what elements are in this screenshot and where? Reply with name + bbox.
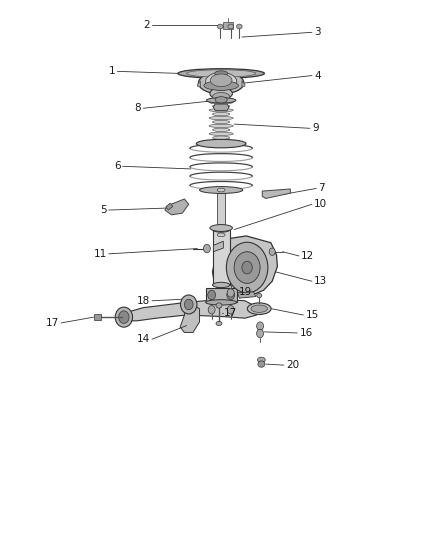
Ellipse shape <box>212 104 230 108</box>
Polygon shape <box>213 104 229 110</box>
Polygon shape <box>262 189 290 198</box>
Ellipse shape <box>212 227 230 232</box>
Circle shape <box>119 311 129 324</box>
Ellipse shape <box>258 361 265 367</box>
Text: 20: 20 <box>286 360 299 370</box>
Text: 3: 3 <box>314 27 321 37</box>
Ellipse shape <box>212 136 230 139</box>
Ellipse shape <box>228 24 233 29</box>
Ellipse shape <box>247 303 271 314</box>
Ellipse shape <box>210 88 233 99</box>
Polygon shape <box>180 302 200 333</box>
Text: 15: 15 <box>305 310 319 320</box>
Text: 19: 19 <box>238 287 252 297</box>
Ellipse shape <box>209 109 233 112</box>
Ellipse shape <box>209 132 233 135</box>
Polygon shape <box>198 81 201 87</box>
Ellipse shape <box>198 72 244 94</box>
Ellipse shape <box>196 140 246 148</box>
Circle shape <box>208 290 215 300</box>
Ellipse shape <box>209 124 233 127</box>
Ellipse shape <box>212 92 230 101</box>
Text: 5: 5 <box>100 205 106 215</box>
Text: 17: 17 <box>224 308 237 318</box>
Circle shape <box>269 248 275 255</box>
Circle shape <box>184 299 193 310</box>
Ellipse shape <box>209 140 233 143</box>
Ellipse shape <box>258 357 265 362</box>
Ellipse shape <box>217 233 225 237</box>
Text: 7: 7 <box>318 183 325 193</box>
Ellipse shape <box>216 303 222 308</box>
Circle shape <box>208 305 215 314</box>
Polygon shape <box>237 292 256 298</box>
Bar <box>223 22 233 29</box>
Circle shape <box>227 289 234 297</box>
Ellipse shape <box>209 101 233 104</box>
Circle shape <box>242 261 252 274</box>
Text: 1: 1 <box>109 66 115 76</box>
Text: 6: 6 <box>114 161 120 171</box>
Text: 9: 9 <box>312 123 318 133</box>
Ellipse shape <box>200 187 243 193</box>
Circle shape <box>227 305 234 314</box>
Ellipse shape <box>205 300 237 305</box>
Circle shape <box>203 244 210 253</box>
Circle shape <box>226 242 268 293</box>
Ellipse shape <box>205 72 237 90</box>
Ellipse shape <box>206 98 236 103</box>
Polygon shape <box>166 203 173 210</box>
Text: 10: 10 <box>314 199 327 209</box>
Ellipse shape <box>257 293 262 297</box>
Ellipse shape <box>212 282 230 288</box>
Ellipse shape <box>215 71 228 76</box>
Text: 18: 18 <box>137 296 150 306</box>
Polygon shape <box>122 299 258 321</box>
Ellipse shape <box>218 24 223 29</box>
Ellipse shape <box>212 120 230 124</box>
Polygon shape <box>165 199 189 215</box>
Text: 4: 4 <box>314 70 321 80</box>
Text: 11: 11 <box>93 249 106 259</box>
Bar <box>94 314 101 320</box>
Polygon shape <box>205 288 237 302</box>
Text: 2: 2 <box>143 20 150 30</box>
Ellipse shape <box>178 69 265 78</box>
Ellipse shape <box>210 224 233 231</box>
Circle shape <box>257 322 264 330</box>
Ellipse shape <box>187 70 256 77</box>
Ellipse shape <box>207 141 235 146</box>
Text: 13: 13 <box>314 276 327 286</box>
Polygon shape <box>212 236 277 295</box>
Ellipse shape <box>210 74 232 87</box>
Ellipse shape <box>209 116 233 120</box>
Circle shape <box>227 290 235 300</box>
Ellipse shape <box>216 321 222 326</box>
Ellipse shape <box>204 81 238 90</box>
Ellipse shape <box>212 112 230 116</box>
Ellipse shape <box>212 128 230 132</box>
Bar <box>217 190 225 235</box>
Text: 8: 8 <box>134 103 141 114</box>
Ellipse shape <box>217 188 225 192</box>
Circle shape <box>257 329 264 338</box>
Ellipse shape <box>115 307 133 327</box>
Bar <box>212 230 230 285</box>
Polygon shape <box>213 241 223 252</box>
Polygon shape <box>242 81 245 87</box>
Ellipse shape <box>180 295 197 314</box>
Ellipse shape <box>251 305 268 312</box>
Text: 12: 12 <box>301 251 314 261</box>
Circle shape <box>234 252 260 284</box>
Ellipse shape <box>215 96 227 103</box>
Ellipse shape <box>237 24 242 29</box>
Text: 14: 14 <box>137 334 150 344</box>
Text: 16: 16 <box>300 328 313 338</box>
Text: 17: 17 <box>46 318 59 328</box>
